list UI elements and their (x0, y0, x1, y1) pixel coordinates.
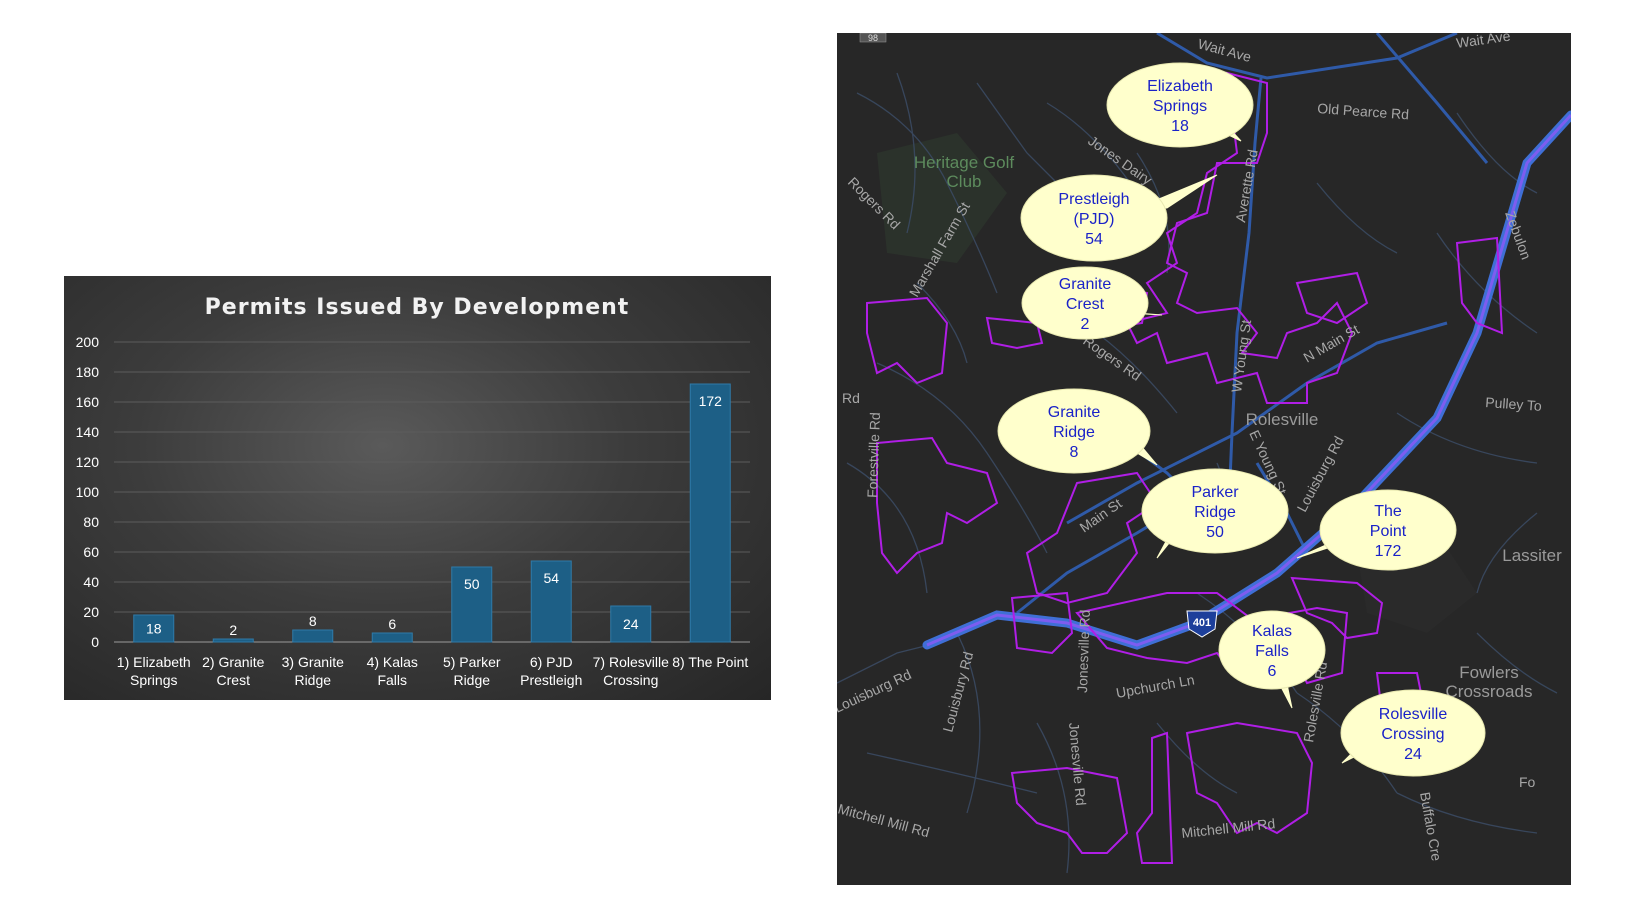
road-label: Old Pearce Rd (1317, 100, 1410, 122)
bar (133, 614, 175, 643)
bar (689, 383, 731, 643)
callout-label: Elizabeth Springs 18 (1147, 78, 1213, 135)
place-labels: Heritage Golf Club Rolesville Lassiter Fowle… (914, 153, 1562, 701)
callout: Elizabeth Springs 18 (1106, 62, 1254, 148)
x-tick-label: 1) Elizabeth (117, 654, 191, 670)
x-tick-label: 3) Granite (282, 654, 344, 670)
x-tick-label: 7) Rolesville (593, 654, 669, 670)
x-tick-label: Ridge (453, 672, 490, 688)
callout-bubble (1319, 489, 1457, 571)
callout-bubble (997, 388, 1151, 474)
x-tick-label: 2) Granite (202, 654, 264, 670)
callout-bubble (1106, 62, 1254, 148)
data-label: 2 (229, 622, 237, 638)
bar-chart: Permits Issued By Development 0 20 40 60 80 1… (76, 295, 750, 688)
shield-401-label: 401 (1193, 617, 1211, 629)
bar (292, 629, 334, 643)
y-tick-label: 180 (76, 364, 100, 380)
y-tick-label: 60 (83, 544, 99, 560)
callout-label: Granite Crest 2 (1059, 276, 1112, 333)
callout: Kalas Falls 6 (1218, 610, 1326, 709)
x-tick-label: Falls (377, 672, 407, 688)
y-tick-label: 120 (76, 454, 100, 470)
data-label: 6 (388, 616, 396, 632)
highway (922, 110, 1571, 650)
callout: Parker Ridge 50 (1141, 468, 1289, 559)
main-roads (1016, 33, 1489, 615)
map-panel[interactable]: 401 98 Wait Ave Wait Ave Old Pearce Rd Jone… (837, 33, 1571, 885)
callout: Granite Crest 2 (1021, 266, 1163, 340)
y-axis-ticks: 0 20 40 60 80 100 120 140 160 180 200 (76, 334, 100, 650)
interchange-shield: 401 98 (859, 33, 1218, 638)
data-label: 18 (146, 621, 162, 637)
callout-label: Rolesville Crossing 24 (1379, 706, 1448, 763)
x-tick-label: Springs (130, 672, 177, 688)
data-label: 50 (464, 576, 480, 592)
road-label: Jonesville Rd (1066, 722, 1089, 806)
chart-title: Permits Issued By Development (205, 295, 630, 320)
road-label: Forestville Rd (864, 412, 883, 498)
x-tick-label: 5) Parker (443, 654, 501, 670)
bars (133, 383, 731, 643)
shield-98-label: 98 (868, 33, 878, 43)
callout-bubble (1020, 174, 1168, 262)
road-label: Fo (1519, 774, 1536, 790)
chart-panel: Permits Issued By Development 0 20 40 60 80 1… (64, 276, 771, 700)
gridlines (114, 341, 750, 643)
bar (212, 638, 254, 643)
y-tick-label: 100 (76, 484, 100, 500)
road-label: Pulley To (1485, 394, 1543, 414)
y-tick-label: 0 (91, 634, 99, 650)
x-tick-label: Crossing (603, 672, 658, 688)
data-labels: 18 2 8 6 50 54 24 172 (146, 393, 722, 638)
y-tick-label: 160 (76, 394, 100, 410)
development-boundaries (866, 71, 1504, 864)
bar (451, 566, 493, 643)
x-tick-label: Crest (217, 672, 251, 688)
callout: Granite Ridge 8 (997, 388, 1158, 474)
callout-label: Granite Ridge 8 (1048, 404, 1101, 461)
place-label: Heritage Golf Club (914, 153, 1014, 191)
callout-bubble (1218, 610, 1326, 690)
callouts: Elizabeth Springs 18 Prestleigh (PJD) 54 Grani… (997, 62, 1486, 777)
data-label: 172 (699, 393, 723, 409)
local-roads (837, 72, 1558, 874)
callout: Rolesville Crossing 24 (1340, 689, 1486, 777)
place-label: Fowlers Crossroads (1446, 663, 1533, 701)
place-label: Lassiter (1502, 546, 1562, 565)
x-tick-label: 6) PJD (530, 654, 573, 670)
road-label: Rd (842, 390, 860, 406)
callout-bubble (1021, 266, 1149, 340)
callout-bubble (1340, 689, 1486, 777)
data-label: 54 (543, 570, 559, 586)
bar (371, 632, 413, 643)
callout: The Point 172 (1296, 489, 1457, 571)
y-tick-label: 20 (83, 604, 99, 620)
place-label: Rolesville (1246, 410, 1319, 429)
callout: Prestleigh (PJD) 54 (1020, 174, 1218, 262)
x-tick-label: Ridge (294, 672, 331, 688)
y-tick-label: 200 (76, 334, 100, 350)
x-tick-label: 8) The Point (672, 654, 748, 670)
x-tick-label: 4) Kalas (367, 654, 418, 670)
callout-bubble (1141, 468, 1289, 554)
road-label: Jonesville Rd (1074, 609, 1093, 693)
callout-label: Kalas Falls 6 (1252, 623, 1292, 680)
callout-label: The Point 172 (1370, 503, 1407, 560)
bar (610, 605, 652, 643)
callout-label: Parker Ridge 50 (1191, 484, 1239, 541)
x-axis-labels: 1) Elizabeth Springs 2) Granite Crest 3) Gra… (117, 654, 749, 688)
data-label: 24 (623, 616, 639, 632)
data-label: 8 (309, 613, 317, 629)
bar (530, 560, 572, 643)
y-tick-label: 140 (76, 424, 100, 440)
y-tick-label: 40 (83, 574, 99, 590)
x-tick-label: Prestleigh (520, 672, 582, 688)
y-tick-label: 80 (83, 514, 99, 530)
callout-label: Prestleigh (PJD) 54 (1058, 191, 1129, 248)
